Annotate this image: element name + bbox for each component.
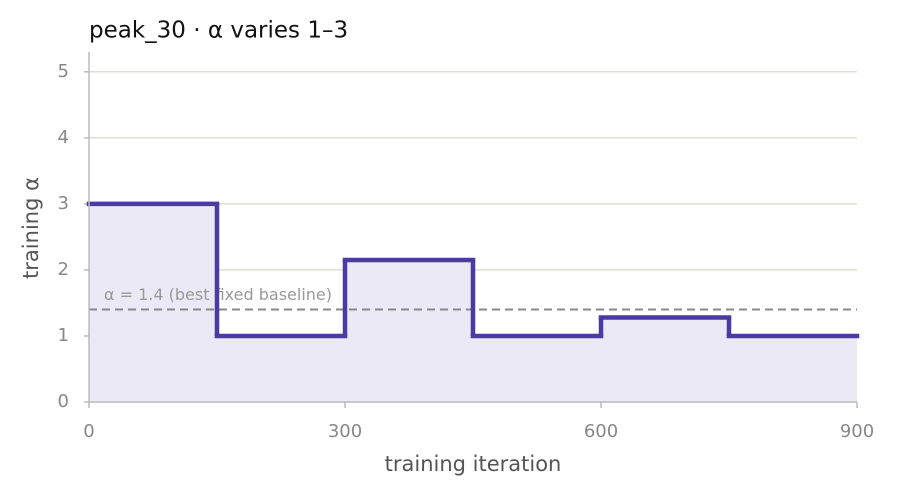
x-tick-label: 900 <box>840 421 874 442</box>
x-tick-label: 600 <box>584 421 618 442</box>
step-fill <box>729 335 857 402</box>
step-fill <box>601 317 729 402</box>
step-fill <box>473 335 601 402</box>
y-tick-label: 5 <box>58 61 69 82</box>
y-axis-label: training α <box>19 177 43 279</box>
x-tick-label: 300 <box>328 421 362 442</box>
y-tick-label: 0 <box>58 391 69 412</box>
step-fill <box>217 335 345 402</box>
step-fill <box>89 203 217 402</box>
y-tick-label: 3 <box>58 193 69 214</box>
y-tick-label: 2 <box>58 259 69 280</box>
x-axis-label: training iteration <box>385 452 562 476</box>
y-tick-label: 4 <box>58 127 69 148</box>
x-tick-label: 0 <box>83 421 94 442</box>
y-tick-label: 1 <box>58 325 69 346</box>
step-fill <box>345 260 473 402</box>
chart-title: peak_30 · α varies 1–3 <box>89 18 348 44</box>
